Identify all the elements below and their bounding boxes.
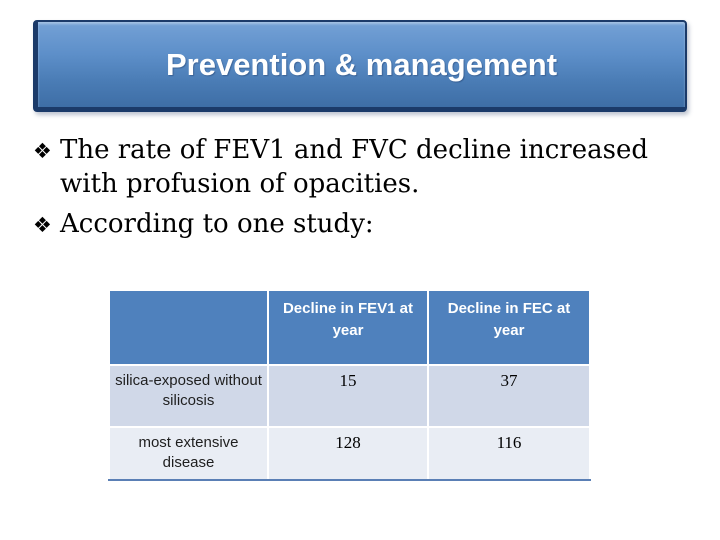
table-cell-value: 116 bbox=[427, 426, 591, 481]
slide-title: Prevention & management bbox=[165, 46, 558, 82]
table-cell-value: 15 bbox=[267, 364, 429, 428]
table-header-row: Decline in FEV1 at year Decline in FEC a… bbox=[108, 289, 591, 366]
bullet-item: ❖ The rate of FEV1 and FVC decline incre… bbox=[33, 133, 693, 201]
table-header-cell-fev1: Decline in FEV1 at year bbox=[267, 289, 429, 366]
table-cell-row-label: silica-exposed without silicosis bbox=[108, 364, 269, 428]
title-banner: Prevention & management bbox=[33, 20, 687, 112]
bullet-text-line: The rate of FEV1 and FVC decline increas… bbox=[60, 135, 648, 165]
table-header-cell-empty bbox=[108, 289, 269, 366]
diamond-bullet-icon: ❖ bbox=[33, 139, 52, 163]
diamond-bullet-icon: ❖ bbox=[33, 213, 52, 237]
table-row: most extensive disease 128 116 bbox=[108, 426, 591, 481]
bullet-text-line: According to one study: bbox=[60, 209, 374, 239]
table-header-cell-fec: Decline in FEC at year bbox=[427, 289, 591, 366]
table-row: silica-exposed without silicosis 15 37 bbox=[108, 364, 591, 428]
bullet-item: ❖ According to one study: bbox=[33, 207, 693, 241]
bullet-text-line: with profusion of opacities. bbox=[60, 169, 420, 199]
table-cell-row-label: most extensive disease bbox=[108, 426, 269, 481]
table-cell-value: 37 bbox=[427, 364, 591, 428]
bullet-list: ❖ The rate of FEV1 and FVC decline incre… bbox=[33, 133, 693, 247]
decline-data-table: Decline in FEV1 at year Decline in FEC a… bbox=[108, 289, 591, 481]
table-cell-value: 128 bbox=[267, 426, 429, 481]
